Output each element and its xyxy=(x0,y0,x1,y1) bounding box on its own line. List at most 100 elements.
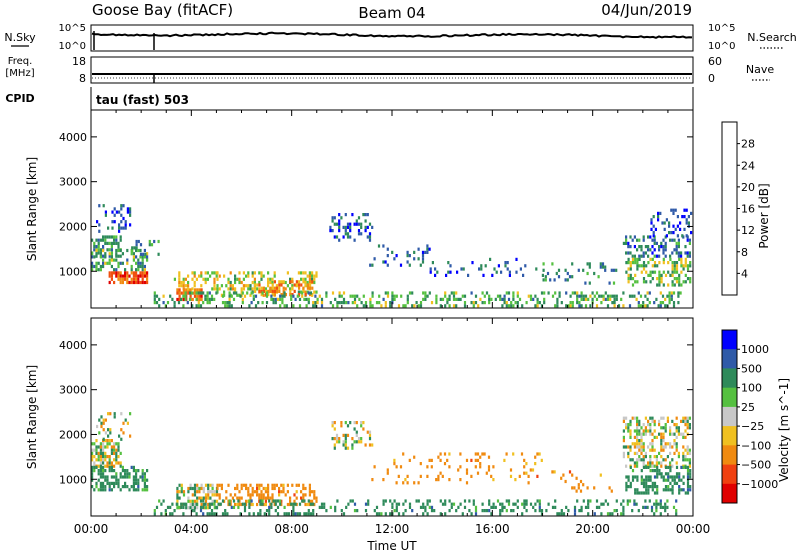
velocity-cell xyxy=(268,512,271,516)
power-cell xyxy=(428,247,431,251)
velocity-cell xyxy=(217,502,220,506)
velocity-cell xyxy=(651,448,654,452)
velocity-cell xyxy=(230,505,233,509)
power-cell xyxy=(130,271,133,275)
power-cell xyxy=(298,304,302,308)
velocity-cell xyxy=(267,493,270,497)
power-cell xyxy=(286,271,289,275)
velocity-cell xyxy=(662,478,665,482)
power-cell xyxy=(435,294,438,298)
velocity-cell xyxy=(242,483,245,487)
velocity-cell xyxy=(119,472,122,476)
power-cell xyxy=(480,264,483,268)
power-cell xyxy=(653,270,657,274)
velocity-cell xyxy=(119,488,122,492)
power-cell xyxy=(671,267,674,271)
velocity-cell xyxy=(107,428,110,432)
velocity-cell xyxy=(487,468,491,472)
velocity-colorbar-swatch xyxy=(722,387,737,408)
power-cell xyxy=(178,288,181,292)
power-cell xyxy=(515,270,518,274)
power-cell xyxy=(258,283,261,287)
power-cell xyxy=(113,220,116,224)
velocity-cell xyxy=(247,486,250,491)
power-cell xyxy=(195,304,198,308)
power-cell xyxy=(115,238,118,242)
power-cell xyxy=(227,280,230,285)
velocity-cell xyxy=(304,486,307,491)
velocity-cell xyxy=(645,491,648,495)
power-cell xyxy=(349,222,352,226)
velocity-cell xyxy=(644,416,647,420)
power-cell xyxy=(225,284,228,288)
power-cell xyxy=(124,220,127,224)
power-cell xyxy=(650,221,653,225)
velocity-cell xyxy=(633,461,636,465)
power-cell xyxy=(542,268,545,272)
power-cell xyxy=(542,262,545,266)
power-cell xyxy=(304,277,307,281)
velocity-cell xyxy=(651,481,654,485)
velocity-cell xyxy=(353,440,356,444)
power-cell xyxy=(631,294,634,298)
power-cell xyxy=(106,235,109,239)
power-cell xyxy=(677,301,680,305)
power-cell xyxy=(673,267,676,271)
velocity-cell xyxy=(534,455,537,459)
power-cell xyxy=(522,273,525,277)
power-cell xyxy=(119,235,122,239)
power-cell xyxy=(382,244,385,248)
velocity-cell xyxy=(295,496,298,500)
velocity-cell xyxy=(245,483,248,487)
power-cell xyxy=(132,274,135,278)
power-cell xyxy=(406,250,409,254)
power-cell xyxy=(668,231,671,235)
power-cell xyxy=(408,254,411,258)
velocity-cell xyxy=(662,488,665,492)
power-cell xyxy=(582,294,585,298)
power-cell xyxy=(631,261,635,265)
velocity-cell xyxy=(342,433,345,437)
velocity-cell xyxy=(375,512,379,516)
velocity-cell xyxy=(666,505,669,509)
velocity-cell xyxy=(582,483,585,487)
power-cell xyxy=(224,301,227,305)
power-cell xyxy=(276,297,280,301)
power-cell xyxy=(253,280,256,285)
velocity-cell xyxy=(135,488,138,492)
velocity-cell xyxy=(132,488,135,492)
velocity-cell xyxy=(636,488,639,492)
power-cell xyxy=(534,304,537,308)
velocity-cell xyxy=(196,506,199,510)
power-cell xyxy=(671,270,674,274)
velocity-cell xyxy=(189,506,192,510)
velocity-cell xyxy=(633,464,636,468)
velocity-cell xyxy=(333,427,336,431)
power-cell xyxy=(627,241,630,245)
power-cell xyxy=(642,267,646,271)
velocity-cell xyxy=(102,451,105,455)
velocity-cell xyxy=(215,505,218,509)
velocity-cell xyxy=(276,499,280,503)
power-cell xyxy=(642,238,645,242)
power-cell xyxy=(478,267,481,271)
velocity-cell xyxy=(213,490,216,494)
power-cell xyxy=(184,277,187,281)
velocity-cell xyxy=(689,488,692,492)
power-cell xyxy=(652,215,655,219)
power-cell xyxy=(331,304,335,308)
power-cell xyxy=(395,294,398,298)
power-cell xyxy=(119,238,122,242)
velocity-cell xyxy=(124,418,127,422)
velocity-cell xyxy=(115,455,118,459)
power-cell xyxy=(108,258,111,262)
power-cell xyxy=(228,304,231,308)
velocity-cell xyxy=(291,483,294,487)
velocity-cell xyxy=(333,421,336,425)
power-cell xyxy=(519,267,522,271)
velocity-cell xyxy=(472,499,475,503)
velocity-cell xyxy=(95,458,98,462)
power-cell xyxy=(588,265,591,269)
power-cell xyxy=(685,234,688,238)
